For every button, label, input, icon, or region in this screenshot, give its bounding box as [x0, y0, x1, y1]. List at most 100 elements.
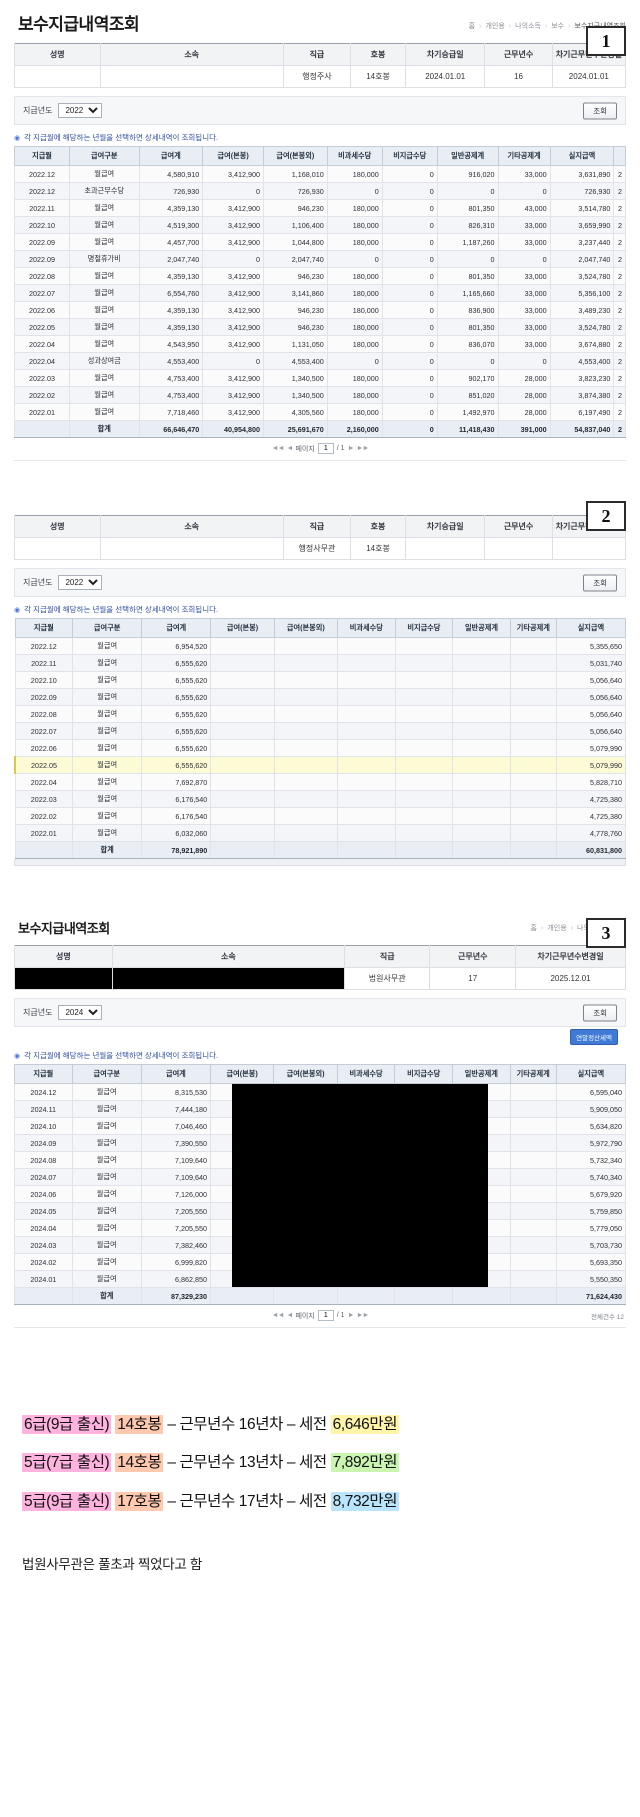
table-row[interactable]: 2022.09 명절휴가비 2,047,740 0 2,047,740 0 0 0 0 2,047…	[13, 250, 626, 268]
table-row[interactable]: 2022.05 월급여 6,555,620 5,079,990	[14, 756, 627, 774]
breadcrumb-item-personal[interactable]: 개인용	[485, 23, 505, 30]
cell	[509, 1185, 557, 1203]
grid-col-7: 비지급수당	[394, 1064, 454, 1084]
table-row[interactable]: 2022.06 월급여 6,555,620 5,079,990	[14, 739, 627, 757]
grid-body: 2022.12 월급여 6,954,520 5,355,650 2022.11 월급여 6,…	[14, 637, 627, 859]
table-row[interactable]: 2022.11 월급여 6,555,620 5,031,740	[14, 654, 627, 672]
table-row[interactable]: 2022.10 월급여 6,555,620 5,056,640	[14, 671, 627, 689]
cell-rank: 행정주사	[282, 65, 352, 88]
breadcrumb-item-home[interactable]: 홈	[468, 23, 476, 30]
breadcrumb-item-pay[interactable]: 보수	[551, 23, 565, 30]
cell: 2,047,740	[263, 250, 328, 268]
next-page-icon[interactable]: ►	[347, 445, 355, 452]
search-button[interactable]: 조회	[583, 574, 617, 591]
table-row[interactable]: 2022.04 월급여 4,543,950 3,412,900 1,131,050 180…	[13, 335, 626, 353]
cell: 0	[381, 318, 438, 336]
year-end-tax-button[interactable]: 연말정산세액	[570, 1029, 618, 1045]
cell: 7,109,640	[140, 1151, 211, 1169]
table-row: 행정사무관 14호봉	[14, 537, 627, 560]
table-row[interactable]: 2022.09 월급여 4,457,700 3,412,900 1,044,800 180…	[13, 233, 626, 251]
table-row[interactable]: 2022.03 월급여 4,753,400 3,412,900 1,340,500 180…	[13, 369, 626, 387]
year-select[interactable]: 2024202320222021	[58, 1005, 103, 1020]
page-input[interactable]	[317, 443, 334, 454]
breadcrumb-item-myincome[interactable]: 나의소득	[515, 23, 541, 30]
table-row[interactable]: 2022.05 월급여 4,359,130 3,412,900 946,230 180,0…	[13, 318, 626, 336]
cell: 180,000	[326, 199, 383, 217]
table-row[interactable]: 2022.09 월급여 6,555,620 5,056,640	[14, 688, 627, 706]
next-page-icon[interactable]: ►	[347, 1312, 355, 1319]
table-row[interactable]: 2022.12 월급여 4,580,910 3,412,900 1,168,010 180…	[13, 165, 626, 183]
cell: 902,170	[436, 369, 499, 387]
table-row[interactable]: 2022.01 월급여 7,718,460 3,412,900 4,305,560 180…	[13, 403, 626, 421]
horizontal-scrollbar[interactable]	[14, 859, 626, 866]
notice-text-2: ◉ 각 지급월에 해당하는 년월을 선택하면 상세내역이 조회됩니다.	[14, 604, 626, 615]
cell	[394, 654, 454, 672]
breadcrumb-item-home[interactable]: 홈	[530, 925, 537, 932]
cell: 33,000	[497, 216, 551, 234]
table-row[interactable]: 2022.07 월급여 6,555,620 5,056,640	[14, 722, 627, 740]
cell: 3,412,900	[202, 386, 264, 404]
table-row[interactable]: 2022.12 초과근무수당 726,930 0 726,930 0 0 0 0 726,930 2	[13, 182, 626, 200]
year-label: 지급년도	[23, 1008, 53, 1017]
cell: 33,000	[497, 284, 551, 302]
cell: 2022.08	[13, 267, 71, 285]
year-label: 지급년도	[23, 106, 53, 115]
cell: 월급여	[71, 1134, 142, 1152]
table-row[interactable]: 2022.06 월급여 4,359,130 3,412,900 946,230 180,0…	[13, 301, 626, 319]
cell: 2022.05	[13, 318, 71, 336]
cell: 180,000	[326, 165, 383, 183]
cell	[273, 654, 339, 672]
col-name: 성명	[14, 515, 101, 538]
first-page-icon[interactable]: ◄◄	[271, 445, 285, 452]
plain-text: – 근무년수 13년차 – 세전	[163, 1454, 331, 1472]
col-name: 성명	[14, 43, 101, 66]
table-row[interactable]: 2022.10 월급여 4,519,300 3,412,900 1,106,400 180…	[13, 216, 626, 234]
cell	[509, 756, 557, 774]
table-row[interactable]: 2022.02 월급여 4,753,400 3,412,900 1,340,500 180…	[13, 386, 626, 404]
cell: 7,382,460	[140, 1236, 211, 1254]
search-button[interactable]: 조회	[583, 102, 617, 119]
total-cell: 87,329,230	[140, 1287, 211, 1305]
cell: 2024.06	[14, 1185, 73, 1203]
table-row[interactable]: 2022.01 월급여 6,032,060 4,778,760	[14, 824, 627, 842]
table-row[interactable]: 2022.11 월급여 4,359,130 3,412,900 946,230 180,0…	[13, 199, 626, 217]
table-row[interactable]: 2022.03 월급여 6,176,540 4,725,380	[14, 790, 627, 808]
cell: 4,553,400	[138, 352, 204, 370]
table-row[interactable]: 2022.07 월급여 6,554,760 3,412,900 3,141,860 180…	[13, 284, 626, 302]
last-page-icon[interactable]: ►►	[356, 1312, 370, 1319]
table-row[interactable]: 2022.02 월급여 6,176,540 4,725,380	[14, 807, 627, 825]
cell: 2	[613, 233, 626, 251]
table-row[interactable]: 2022.12 월급여 6,954,520 5,355,650	[14, 637, 627, 655]
table-row[interactable]: 2022.08 월급여 4,359,130 3,412,900 946,230 180,0…	[13, 267, 626, 285]
cell: 7,109,640	[140, 1168, 211, 1186]
search-button[interactable]: 조회	[583, 1004, 617, 1021]
cell: 7,390,550	[140, 1134, 211, 1152]
pagination-3: ◄◄ ◄ 페이지 / 1 ► ►► 전체건수 12	[14, 1305, 626, 1328]
cell: 5,550,350	[555, 1270, 627, 1288]
table-row[interactable]: 2022.04 성과상여금 4,553,400 0 4,553,400 0 0 0 0 4,553…	[13, 352, 626, 370]
grid-col-2: 급여구분	[71, 1064, 142, 1084]
prev-page-icon[interactable]: ◄	[286, 1312, 294, 1319]
first-page-icon[interactable]: ◄◄	[271, 1312, 285, 1319]
prev-page-icon[interactable]: ◄	[286, 445, 294, 452]
total-cell: 66,646,470	[138, 420, 204, 438]
page-input[interactable]	[317, 1310, 334, 1321]
cell: 6,197,490	[549, 403, 615, 421]
cell: 2022.10	[14, 671, 74, 689]
chevron-right-icon: ›	[540, 924, 544, 932]
chevron-right-icon: ›	[508, 22, 512, 30]
table-header-row: 지급월 급여구분 급여계 급여(본봉) 급여(본봉외) 비과세수당 비지급수당 일반공제계 기타…	[14, 618, 627, 638]
table-row[interactable]: 2022.08 월급여 6,555,620 5,056,640	[14, 705, 627, 723]
table-row[interactable]: 2022.04 월급여 7,692,870 5,828,710	[14, 773, 627, 791]
grid-head: 지급월 급여구분 급여계 급여(본봉) 급여(본봉외) 비과세수당 비지급수당 일반공제계 기타…	[13, 146, 626, 166]
year-select[interactable]: 2024202320222021	[58, 575, 103, 590]
grid-col-10: 실지급액	[555, 1064, 627, 1084]
last-page-icon[interactable]: ►►	[356, 445, 370, 452]
cell: 2022.10	[13, 216, 71, 234]
cell	[337, 790, 396, 808]
cell: 2022.04	[13, 352, 71, 370]
breadcrumb-item-personal[interactable]: 개인용	[547, 925, 567, 932]
total-cell	[210, 841, 275, 859]
year-select[interactable]: 2024202320222021	[58, 103, 103, 118]
cell	[210, 722, 275, 740]
